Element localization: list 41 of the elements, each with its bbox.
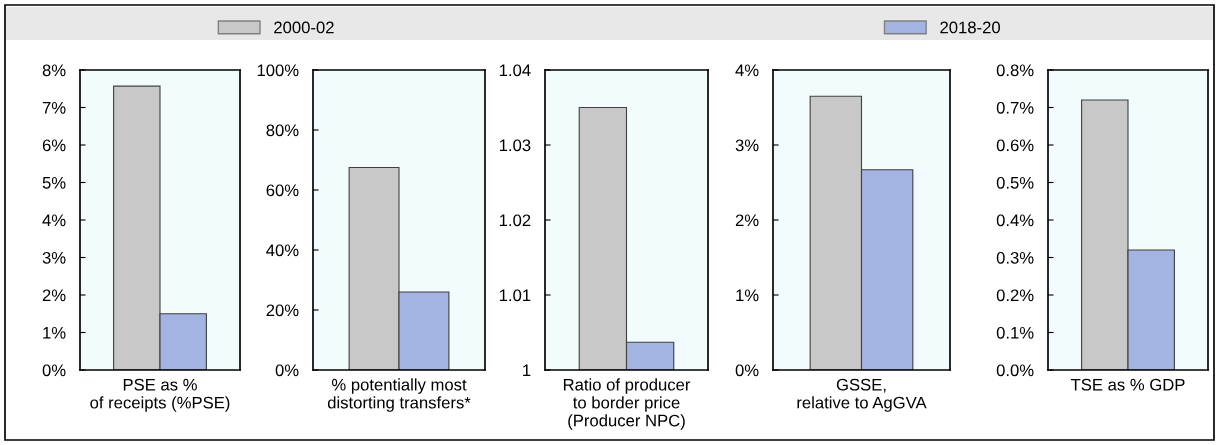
y-tick-label: 2% xyxy=(735,214,759,227)
y-tick-label: 3% xyxy=(735,139,759,152)
x-tick-label: Ratio of producer to border price (Producer NPC) xyxy=(563,378,691,430)
y-tick-label: 1.02 xyxy=(499,214,531,227)
y-tick-label: 0.6% xyxy=(996,139,1034,152)
y-tick-label: 1% xyxy=(43,326,66,339)
y-tick-label: 40% xyxy=(266,244,299,257)
y-tick-label: 3% xyxy=(42,251,66,264)
y-tick-label: 6% xyxy=(42,139,66,152)
legend-label: 2018-20 xyxy=(940,21,1001,34)
y-tick-label: 0% xyxy=(275,364,299,377)
legend-label: 2000-02 xyxy=(274,21,334,34)
y-tick-label: 100% xyxy=(257,64,299,77)
y-tick-label: 4% xyxy=(735,64,759,77)
y-tick-label: 0.8% xyxy=(996,64,1034,77)
y-tick-label: 0.5% xyxy=(996,176,1034,189)
y-tick-label: 0.2% xyxy=(996,289,1034,302)
y-tick-label: 1.01 xyxy=(499,289,531,302)
x-tick-label: PSE as % of receipts (%PSE) xyxy=(90,378,230,412)
y-tick-label: 0.0% xyxy=(996,364,1034,377)
y-tick-label: 2% xyxy=(42,289,66,302)
y-tick-label: 1 xyxy=(523,364,531,377)
y-tick-label: 60% xyxy=(266,184,299,197)
y-tick-label: 0% xyxy=(42,364,66,377)
y-tick-label: 0.7% xyxy=(996,101,1034,114)
y-tick-label: 0% xyxy=(735,364,759,377)
y-tick-label: 7% xyxy=(42,101,66,114)
x-tick-label: GSSE, relative to AgGVA xyxy=(797,378,927,412)
x-tick-label: % potentially most distorting transfers* xyxy=(327,378,471,412)
y-tick-label: 1.03 xyxy=(499,139,531,152)
y-tick-label: 1.04 xyxy=(499,64,531,77)
y-tick-label: 80% xyxy=(266,124,299,137)
y-tick-label: 20% xyxy=(266,304,299,317)
y-tick-label: 0.3% xyxy=(996,251,1034,264)
y-tick-label: 4% xyxy=(42,214,66,227)
y-tick-label: 0.4% xyxy=(996,214,1034,227)
x-tick-label: TSE as % GDP xyxy=(1070,378,1185,391)
y-tick-label: 0.1% xyxy=(996,326,1034,339)
y-tick-label: 1% xyxy=(736,289,759,302)
y-tick-label: 5% xyxy=(42,176,66,189)
y-tick-label: 8% xyxy=(42,64,66,77)
